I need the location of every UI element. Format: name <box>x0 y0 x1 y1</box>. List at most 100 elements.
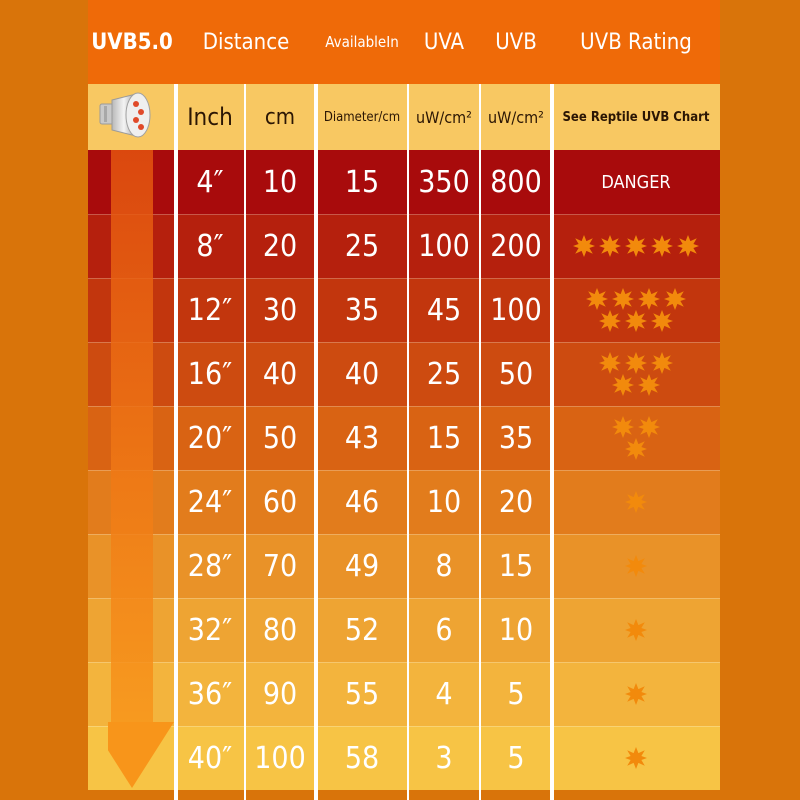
divider <box>407 84 409 800</box>
star-icon <box>586 288 608 310</box>
rating-stars <box>573 235 699 257</box>
row-divider <box>88 726 720 727</box>
star-icon <box>651 352 673 374</box>
star-icon <box>638 374 660 396</box>
cell-uvb: 5 <box>507 676 525 712</box>
rating-stars <box>599 352 673 396</box>
star-icon <box>599 235 621 257</box>
row-divider <box>88 406 720 407</box>
star-icon <box>625 438 647 460</box>
table-header: UVB5.0 Distance AvailableIn UVA UVB UVB … <box>88 0 720 84</box>
table-row: 4″ 10 15 350 800 DANGER <box>88 150 720 214</box>
star-icon <box>625 555 647 577</box>
cell-rating <box>552 662 720 726</box>
row-divider <box>88 214 720 215</box>
cell-cm: 80 <box>262 612 298 648</box>
cell-uvb: 10 <box>498 612 534 648</box>
star-icon <box>625 747 647 769</box>
cell-uva: 6 <box>435 612 453 648</box>
cell-uva: 15 <box>426 420 462 456</box>
star-icon <box>612 416 634 438</box>
cell-uva: 45 <box>426 292 462 328</box>
star-icon <box>612 374 634 396</box>
cell-diameter: 46 <box>344 484 380 520</box>
subheader-uva-unit: uW/cm² <box>416 107 472 127</box>
cell-uva: 25 <box>426 356 462 392</box>
cell-uvb: 200 <box>490 228 542 264</box>
divider <box>479 84 481 800</box>
cell-uva: 10 <box>426 484 462 520</box>
rating-stars <box>625 747 647 769</box>
star-icon <box>638 288 660 310</box>
star-icon <box>664 288 686 310</box>
cell-diameter: 35 <box>344 292 380 328</box>
cell-uva: 350 <box>418 164 470 200</box>
star-icon <box>677 235 699 257</box>
cell-cm: 70 <box>262 548 298 584</box>
table-row: 16″ 40 40 25 50 <box>88 342 720 406</box>
subheader-cm: cm <box>264 104 296 130</box>
star-icon <box>638 416 660 438</box>
table-row: 36″ 90 55 4 5 <box>88 662 720 726</box>
cell-diameter: 40 <box>344 356 380 392</box>
cell-rating <box>552 598 720 662</box>
row-divider <box>88 662 720 663</box>
header-available: AvailableIn <box>325 33 399 51</box>
cell-diameter: 58 <box>344 740 380 776</box>
cell-rating <box>552 406 720 470</box>
star-icon <box>625 310 647 332</box>
header-distance: Distance <box>202 29 290 55</box>
cell-uvb: 50 <box>498 356 534 392</box>
cell-rating <box>552 342 720 406</box>
star-icon <box>599 310 621 332</box>
table-subheader: Inch cm Diameter/cm uW/cm² uW/cm² See Re… <box>88 84 720 150</box>
cell-uvb: 35 <box>498 420 534 456</box>
rating-stars <box>625 619 647 641</box>
star-icon <box>651 310 673 332</box>
cell-cm: 50 <box>262 420 298 456</box>
cell-cm: 90 <box>262 676 298 712</box>
cell-inch: 36″ <box>187 676 233 712</box>
cell-rating <box>552 534 720 598</box>
cell-inch: 16″ <box>187 356 233 392</box>
cell-rating <box>552 470 720 534</box>
table-row: 20″ 50 43 15 35 <box>88 406 720 470</box>
cell-diameter: 49 <box>344 548 380 584</box>
cell-cm: 30 <box>262 292 298 328</box>
row-divider <box>88 534 720 535</box>
header-rating: UVB Rating <box>580 29 692 55</box>
bulb-icon <box>99 92 151 138</box>
star-icon <box>573 235 595 257</box>
rating-stars <box>625 491 647 513</box>
row-divider <box>88 278 720 279</box>
cell-inch: 20″ <box>187 420 233 456</box>
row-divider <box>88 470 720 471</box>
distance-arrow-icon <box>108 150 174 788</box>
cell-inch: 24″ <box>187 484 233 520</box>
subheader-diameter: Diameter/cm <box>323 109 401 125</box>
rating-stars <box>625 683 647 705</box>
cell-uvb: 20 <box>498 484 534 520</box>
cell-diameter: 52 <box>344 612 380 648</box>
cell-uva: 100 <box>418 228 470 264</box>
cell-uvb: 100 <box>490 292 542 328</box>
cell-diameter: 55 <box>344 676 380 712</box>
cell-cm: 10 <box>262 164 298 200</box>
uvb-chart: UVB5.0 Distance AvailableIn UVA UVB UVB … <box>88 0 720 800</box>
cell-uva: 4 <box>435 676 453 712</box>
table-row: 12″ 30 35 45 100 <box>88 278 720 342</box>
subheader-inch: Inch <box>187 103 233 131</box>
table-row: 28″ 70 49 8 15 <box>88 534 720 598</box>
divider <box>174 84 178 800</box>
cell-inch: 32″ <box>187 612 233 648</box>
divider <box>314 84 318 800</box>
divider <box>244 84 246 800</box>
rating-stars <box>586 288 686 332</box>
subheader-rating-note: See Reptile UVB Chart <box>562 109 710 125</box>
row-divider <box>88 598 720 599</box>
cell-diameter: 15 <box>344 164 380 200</box>
divider <box>550 84 554 800</box>
header-uvb: UVB5.0 <box>91 29 173 55</box>
cell-inch: 8″ <box>196 228 224 264</box>
star-icon <box>599 352 621 374</box>
